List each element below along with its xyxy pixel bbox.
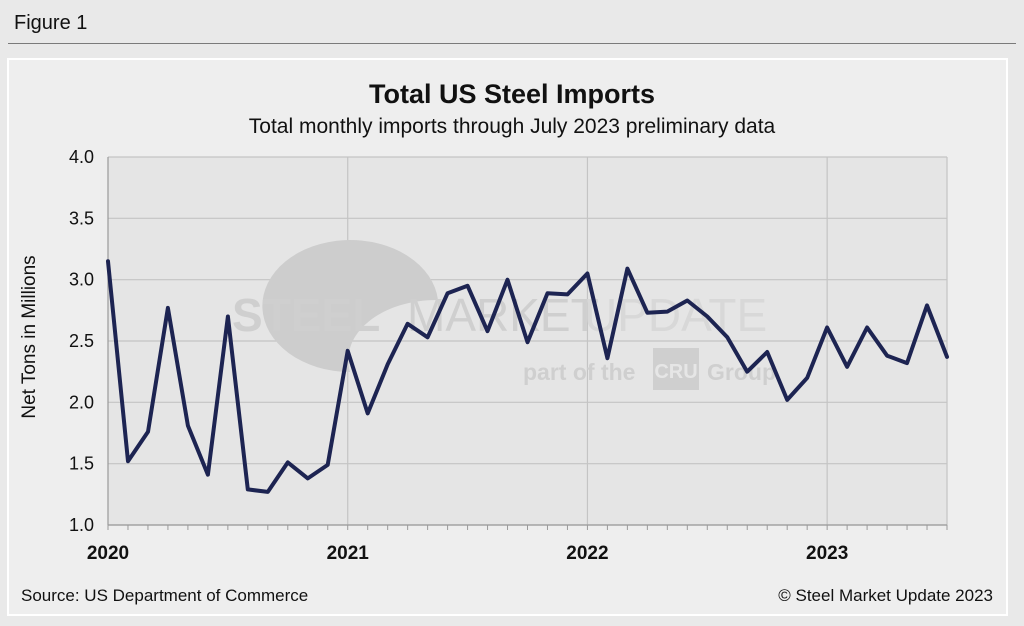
watermark-brand-steel: STEEL <box>232 289 380 341</box>
y-tick-label: 3.0 <box>69 270 94 290</box>
y-axis-ticks: 1.0 1.5 2.0 2.5 3.0 3.5 4.0 <box>69 147 94 535</box>
copyright-note: © Steel Market Update 2023 <box>778 586 993 605</box>
y-tick-label: 3.5 <box>69 208 94 228</box>
series-points <box>107 261 948 492</box>
y-axis-label: Net Tons in Millions <box>19 255 40 418</box>
x-tick-label: 2021 <box>327 543 370 564</box>
y-tick-label: 4.0 <box>69 147 94 167</box>
x-tick-label: 2022 <box>566 543 608 564</box>
watermark-cru-logo-box <box>653 348 699 390</box>
x-tick-label: 2020 <box>87 543 129 564</box>
y-tick-label: 2.0 <box>69 392 94 412</box>
chart-subtitle: Total monthly imports through July 2023 … <box>248 115 776 138</box>
y-tick-label: 1.0 <box>69 515 94 535</box>
x-axis-ticks: 2020 2021 2022 2023 <box>87 543 848 564</box>
y-tick-label: 1.5 <box>69 454 94 474</box>
figure-divider <box>8 43 1016 44</box>
x-tick-label: 2023 <box>806 543 848 564</box>
watermark-swoosh <box>262 240 438 372</box>
source-note: Source: US Department of Commerce <box>21 586 309 605</box>
watermark-cru-logo: CRU <box>654 361 697 383</box>
watermark: STEEL MARKET UPDATE part of the CRU Grou… <box>232 240 776 390</box>
figure-label: Figure 1 <box>14 12 88 34</box>
y-tick-label: 2.5 <box>69 331 94 351</box>
chart-title: Total US Steel Imports <box>368 79 656 109</box>
watermark-tagline: part of the <box>523 359 635 385</box>
